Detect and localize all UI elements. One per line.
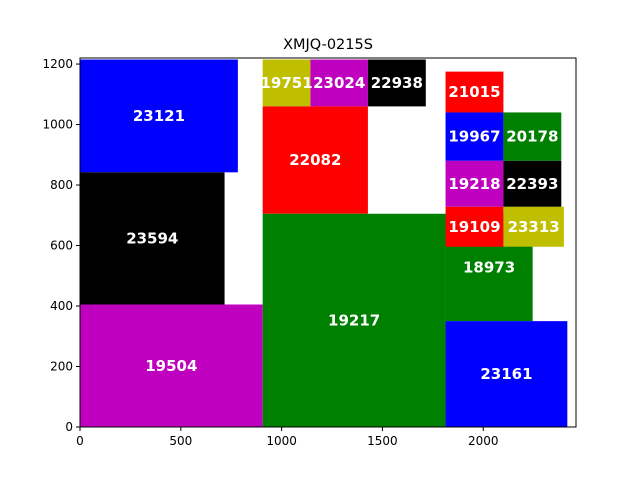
- y-tick-label: 0: [65, 420, 73, 434]
- treemap-rect-22393: [503, 160, 562, 207]
- chart-title: XMJQ-0215S: [283, 37, 373, 53]
- treemap-label-19504: 19504: [145, 357, 197, 375]
- treemap-rect-19504: [80, 304, 263, 427]
- treemap-rect-22938: [367, 59, 426, 107]
- treemap-label-21015: 21015: [448, 83, 500, 101]
- treemap-rect-23313: [503, 206, 564, 247]
- x-tick-label: 0: [76, 434, 84, 448]
- treemap-rect-19751: [262, 59, 311, 107]
- x-tick-label: 1000: [266, 434, 297, 448]
- y-tick-label: 200: [50, 360, 73, 374]
- treemap-label-19218: 19218: [448, 175, 500, 193]
- treemap-rect-20178: [503, 112, 562, 161]
- y-tick-label: 600: [50, 239, 73, 253]
- axes-frame: [79, 57, 577, 428]
- treemap-label-23594: 23594: [126, 229, 178, 247]
- treemap-label-20178: 20178: [506, 128, 558, 146]
- treemap-rect-19217: [262, 213, 446, 427]
- treemap-label-19751: 19751: [260, 74, 312, 92]
- treemap-label-23121: 23121: [133, 107, 185, 125]
- treemap-rect-21015: [445, 71, 504, 113]
- treemap-label-22082: 22082: [289, 151, 341, 169]
- treemap-label-23024: 23024: [313, 74, 365, 92]
- y-tick-label: 400: [50, 299, 73, 313]
- x-tick-label: 2000: [468, 434, 499, 448]
- x-tick-label: 500: [169, 434, 192, 448]
- treemap-label-18973: 18973: [463, 258, 515, 276]
- treemap-rect-23121: [80, 59, 238, 173]
- treemap-label-22938: 22938: [371, 74, 423, 92]
- treemap-label-19109: 19109: [448, 218, 500, 236]
- plot-area: 23121 23594 19504 19751 23024 22938 22082 19217…: [80, 59, 568, 427]
- y-tick-label: 1200: [42, 57, 73, 71]
- y-tick-label: 1000: [42, 118, 73, 132]
- treemap-rect-23594: [80, 172, 225, 305]
- axes: 0 500 1000 1500 2000 0 200 400 600 800 1000 1200: [42, 57, 577, 448]
- treemap-label-23313: 23313: [508, 218, 560, 236]
- y-tick-label: 800: [50, 178, 73, 192]
- treemap-rect-19109: [445, 206, 504, 247]
- treemap-rect-23161: [445, 321, 568, 427]
- treemap-rect-22082: [262, 106, 368, 214]
- treemap-label-23161: 23161: [480, 365, 532, 383]
- treemap-label-19967: 19967: [448, 128, 500, 146]
- x-tick-label: 1500: [367, 434, 398, 448]
- treemap-rect-19967: [445, 112, 504, 161]
- treemap-rect-19218: [445, 160, 504, 207]
- treemap-label-22393: 22393: [506, 175, 558, 193]
- treemap-label-19217: 19217: [328, 311, 380, 329]
- treemap-rect-23024: [310, 59, 368, 107]
